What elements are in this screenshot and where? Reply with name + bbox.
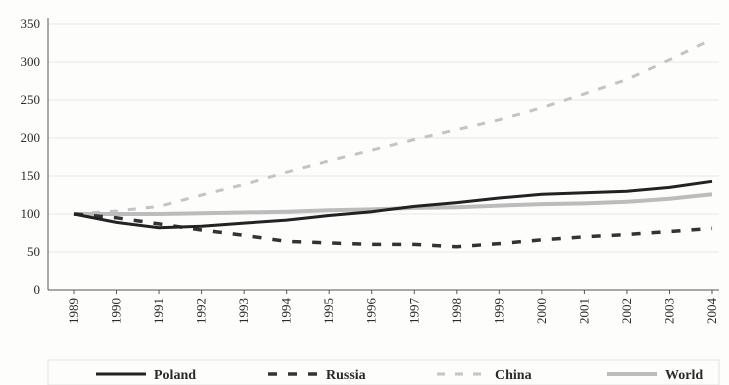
x-tick-label: 1994 xyxy=(279,298,294,325)
series-line-poland xyxy=(73,179,713,230)
x-tick-label: 1998 xyxy=(449,298,464,324)
x-tick-label: 1997 xyxy=(406,298,421,325)
y-tick-label: 300 xyxy=(21,54,41,69)
x-tick-label: 2002 xyxy=(619,298,634,324)
x-tick-label: 1996 xyxy=(364,298,379,325)
x-tick-label: 2000 xyxy=(534,298,549,324)
x-tick-label: 1993 xyxy=(236,298,251,324)
legend-label-poland: Poland xyxy=(154,368,196,383)
axes xyxy=(47,18,719,294)
legend-label-world: World xyxy=(665,368,703,383)
x-tick-label: 1990 xyxy=(109,298,124,324)
gridlines xyxy=(48,23,719,253)
y-tick-label: 50 xyxy=(27,244,40,259)
x-tick-label: 2001 xyxy=(576,298,591,324)
y-tick-label: 0 xyxy=(34,282,41,297)
x-tick-label: 2004 xyxy=(704,298,719,325)
x-tick-label: 1989 xyxy=(66,298,81,324)
y-tick-label: 250 xyxy=(21,92,41,107)
legend: Poland Russia China World xyxy=(47,359,720,385)
x-tick-label: 2003 xyxy=(661,298,676,324)
legend-label-china: China xyxy=(495,368,532,383)
x-tick-label: 1992 xyxy=(194,298,209,324)
x-tick-label: 1991 xyxy=(151,298,166,324)
legend-label-russia: Russia xyxy=(326,368,366,383)
y-tick-label: 150 xyxy=(21,168,41,183)
y-tick-label: 350 xyxy=(21,16,41,31)
y-tick-label: 200 xyxy=(21,130,41,145)
x-tick-label: 1995 xyxy=(321,298,336,324)
x-axis-tick-labels: 1989 1990 1991 1992 1993 1994 1995 1996 1997 1998… xyxy=(66,298,719,325)
y-tick-label: 100 xyxy=(21,206,41,221)
series-line-russia xyxy=(73,212,713,249)
series-lines xyxy=(73,37,713,249)
x-tick-label: 1999 xyxy=(491,298,506,324)
y-axis-tick-labels: 0 50 100 150 200 250 300 350 xyxy=(21,16,41,297)
series-line-china xyxy=(73,37,713,216)
legend-box xyxy=(47,359,720,385)
